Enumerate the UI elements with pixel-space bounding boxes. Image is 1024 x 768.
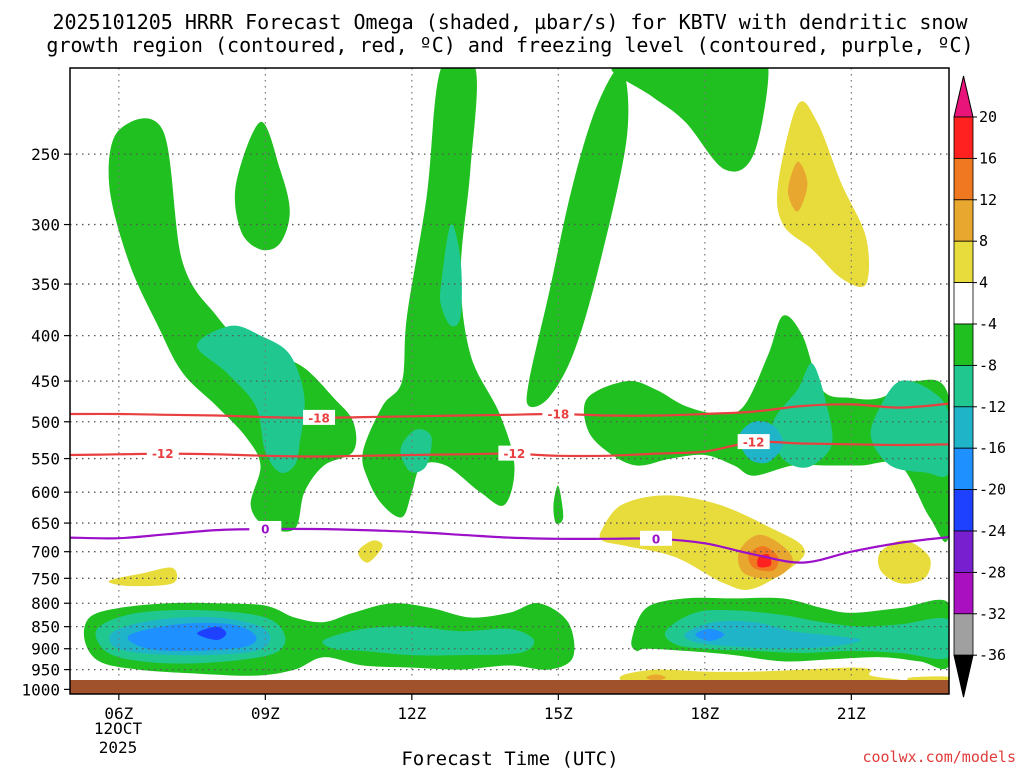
chart-title-line-1: 2025101205 HRRR Forecast Omega (shaded, … (52, 10, 968, 34)
colorbar-label-3: 8 (979, 232, 988, 250)
omega-region-21 (553, 485, 564, 524)
colorbar-swatch-8 (953, 447, 974, 491)
x-year-label: 2025 (99, 738, 138, 757)
y-tick-label-750: 750 (31, 569, 60, 588)
x-tick-label-15Z: 15Z (544, 704, 573, 723)
dgz-minus-18-label-0: -18 (308, 411, 330, 425)
colorbar-label-4: 4 (979, 274, 988, 292)
omega-region-30 (684, 620, 862, 649)
omega-region-18 (877, 540, 931, 584)
freezing-level-0-label-0: 0 (261, 522, 269, 536)
colorbar-label-6: -8 (979, 356, 997, 374)
omega-region-34 (646, 674, 666, 681)
colorbar-swatch-1 (953, 157, 974, 201)
x-axis-title: Forecast Time (UTC) (401, 748, 618, 768)
colorbar-swatch-2 (953, 199, 974, 242)
colorbar: 20 16 12 8 4 -4 -8 -12 -16 -20 -24 -28 -32 -36 (953, 75, 1006, 698)
dgz-minus-12-label-1: -12 (504, 447, 526, 461)
colorbar-swatch-6 (953, 364, 974, 408)
x-date-label: 12OCT (94, 719, 143, 738)
colorbar-label-0: 20 (979, 108, 997, 126)
y-axis: 250 300 350 400 450 500 550 600 650 700 750 800 850 9… (21, 145, 70, 699)
y-tick-label-1000: 1000 (21, 680, 60, 699)
x-tick-label-12Z: 12Z (397, 704, 426, 723)
colorbar-swatch-0 (953, 116, 974, 159)
colorbar-label-8: -16 (979, 439, 1006, 457)
omega-region-13 (787, 161, 808, 212)
omega-region-3 (362, 68, 515, 518)
y-tick-label-850: 850 (31, 618, 60, 637)
colorbar-label-11: -28 (979, 563, 1006, 581)
omega-region-24 (322, 626, 535, 656)
y-tick-label-950: 950 (31, 661, 60, 680)
y-tick-label-400: 400 (31, 327, 60, 346)
x-tick-label-18Z: 18Z (690, 704, 719, 723)
omega-region-4 (439, 224, 462, 327)
dgz-minus-12-label-0: -12 (152, 447, 174, 461)
dgz-minus-12-label-2: -12 (743, 436, 765, 450)
x-tick-label-21Z: 21Z (837, 704, 866, 723)
omega-region-2 (234, 121, 290, 251)
dgz-minus-12-label-bg-2 (737, 434, 770, 450)
dgz-minus-12-label-bg-0 (146, 445, 179, 461)
omega-region-5 (400, 429, 432, 473)
freezing-level-0-line (70, 527, 949, 564)
y-tick-label-600: 600 (31, 483, 60, 502)
dgz-minus-18-line (70, 402, 949, 420)
colorbar-swatch-3 (953, 240, 974, 283)
omega-region-26 (127, 622, 257, 652)
colorbar-label-12: -32 (979, 605, 1006, 623)
y-tick-label-250: 250 (31, 145, 60, 164)
omega-region-1 (196, 325, 305, 474)
chart-title-line-2: growth region (contoured, red, ºC) and f… (46, 33, 973, 57)
colorbar-swatch-7 (953, 406, 974, 449)
colorbar-bottom-arrow (953, 654, 974, 698)
colorbar-swatch-9 (953, 489, 974, 532)
y-tick-label-650: 650 (31, 514, 60, 533)
dgz-minus-12-label-bg-1 (498, 445, 531, 461)
colorbar-label-1: 16 (979, 149, 997, 167)
colorbar-label-7: -12 (979, 398, 1006, 416)
y-tick-label-800: 800 (31, 594, 60, 613)
x-tick-label-09Z: 09Z (251, 704, 280, 723)
x-tick-label-06Z: 06Z (104, 704, 133, 723)
omega-region-12 (776, 101, 870, 287)
omega-region-27 (197, 626, 227, 640)
dgz-minus-18-label-1: -18 (547, 407, 569, 421)
colorbar-label-10: -24 (979, 522, 1006, 540)
omega-shading-layer (83, 68, 949, 686)
omega-region-20 (108, 567, 178, 587)
colorbar-label-9: -20 (979, 481, 1006, 499)
y-tick-label-900: 900 (31, 640, 60, 659)
y-tick-label-500: 500 (31, 413, 60, 432)
y-tick-label-300: 300 (31, 216, 60, 235)
freezing-level-0-label-bg-1 (640, 530, 672, 546)
ground-surface (70, 680, 949, 694)
freezing-level-0-label-bg-0 (249, 520, 282, 536)
y-tick-label-700: 700 (31, 543, 60, 562)
omega-region-7 (611, 68, 769, 172)
omega-region-9 (772, 363, 833, 468)
dgz-minus-18-label-bg-0 (303, 409, 336, 425)
dgz-minus-18-label-bg-1 (542, 405, 575, 421)
y-tick-label-350: 350 (31, 275, 60, 294)
source-credit: coolwx.com/models (862, 748, 1016, 766)
colorbar-swatch-11 (953, 572, 974, 615)
omega-region-6 (526, 68, 629, 408)
y-tick-label-450: 450 (31, 372, 60, 391)
grid-layer (70, 68, 949, 694)
colorbar-swatch-4 (953, 282, 974, 325)
colorbar-label-5: -4 (979, 315, 997, 333)
colorbar-swatch-12 (953, 613, 974, 656)
colorbar-label-2: 12 (979, 191, 997, 209)
freezing-level-0-label-1: 0 (652, 532, 660, 546)
colorbar-label-13: -36 (979, 646, 1006, 664)
omega-region-31 (695, 628, 725, 641)
colorbar-swatch-10 (953, 530, 974, 573)
x-axis: 06Z 09Z 12Z 15Z 18Z 21Z (104, 694, 866, 723)
y-tick-label-550: 550 (31, 450, 60, 469)
colorbar-swatch-5 (953, 323, 974, 366)
contour-lines-layer: -18 -18 -12 -12 -12 0 0 (70, 402, 949, 564)
